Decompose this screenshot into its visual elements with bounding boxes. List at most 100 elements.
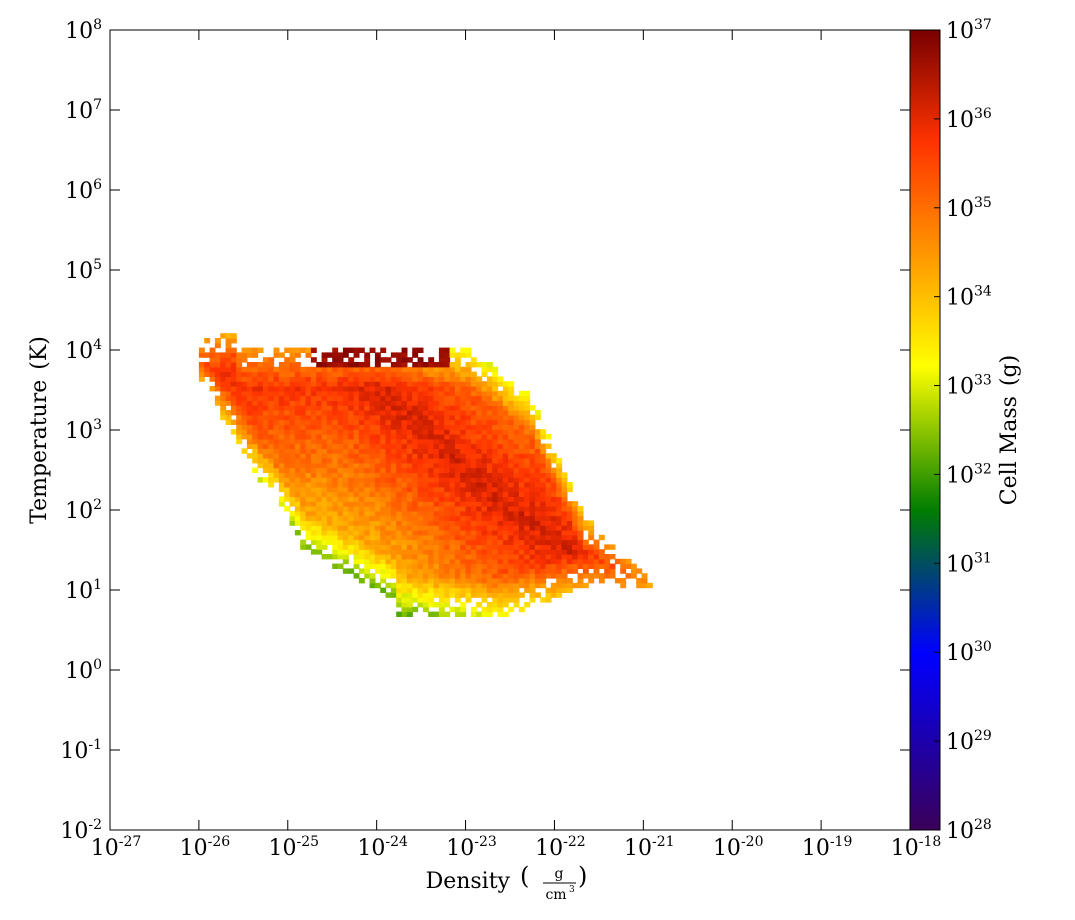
- heatmap-cell: [236, 366, 243, 373]
- heatmap-cell: [268, 400, 275, 406]
- heatmap-cell: [444, 544, 451, 550]
- heatmap-cell: [337, 357, 344, 363]
- heatmap-cell: [497, 592, 504, 598]
- heatmap-cell: [337, 352, 344, 358]
- heatmap-cell: [348, 510, 355, 517]
- heatmap-cell: [241, 357, 248, 363]
- heatmap-cell: [476, 472, 483, 478]
- heatmap-cell: [305, 462, 312, 469]
- heatmap-cell: [342, 434, 349, 440]
- heatmap-cell: [262, 448, 269, 454]
- heatmap-cell: [316, 381, 323, 387]
- heatmap-cell: [518, 539, 525, 545]
- heatmap-cell: [422, 400, 429, 406]
- heatmap-cell: [273, 434, 280, 440]
- heatmap-cell: [454, 568, 461, 574]
- heatmap-cell: [481, 448, 488, 454]
- heatmap-cell: [369, 501, 376, 507]
- heatmap-cell: [449, 472, 456, 478]
- heatmap-cell: [369, 429, 376, 435]
- heatmap-cell: [620, 568, 627, 574]
- heatmap-cell: [492, 443, 499, 449]
- heatmap-cell: [422, 573, 429, 579]
- heatmap-cell: [438, 400, 445, 406]
- heatmap-cell: [486, 544, 493, 550]
- heatmap-cell: [252, 390, 259, 397]
- heatmap-cell: [486, 381, 493, 387]
- heatmap-cell: [422, 582, 429, 589]
- heatmap-cell: [513, 534, 520, 541]
- heatmap-cell: [364, 405, 371, 411]
- heatmap-cell: [460, 606, 467, 613]
- heatmap-cell: [316, 458, 323, 464]
- heatmap-cell: [460, 525, 467, 531]
- heatmap-cell: [374, 434, 381, 440]
- heatmap-cell: [390, 482, 397, 488]
- heatmap-cell: [449, 539, 456, 545]
- heatmap-cell: [198, 371, 205, 377]
- heatmap-cell: [396, 429, 403, 435]
- heatmap-cell: [561, 525, 568, 531]
- heatmap-cell: [561, 568, 568, 574]
- heatmap-cell: [492, 429, 499, 435]
- heatmap-cell: [412, 491, 419, 497]
- heatmap-cell: [444, 386, 451, 392]
- heatmap-cell: [540, 506, 547, 512]
- heatmap-cell: [273, 462, 280, 469]
- heatmap-cell: [342, 362, 349, 368]
- heatmap-cell: [358, 462, 365, 469]
- heatmap-cell: [412, 347, 419, 353]
- heatmap-cell: [508, 544, 515, 550]
- heatmap-cell: [502, 482, 509, 488]
- heatmap-cell: [625, 563, 632, 569]
- heatmap-cell: [289, 462, 296, 469]
- heatmap-cell: [540, 486, 547, 493]
- heatmap-cell: [396, 587, 403, 593]
- heatmap-cell: [444, 602, 451, 608]
- heatmap-cell: [492, 568, 499, 574]
- heatmap-cell: [316, 386, 323, 392]
- heatmap-cell: [262, 429, 269, 435]
- heatmap-cell: [508, 520, 515, 526]
- heatmap-cell: [358, 381, 365, 387]
- heatmap-cell: [401, 429, 408, 435]
- heatmap-cell: [310, 530, 317, 536]
- heatmap-cell: [502, 506, 509, 512]
- heatmap-cell: [422, 429, 429, 435]
- heatmap-cell: [337, 438, 344, 445]
- heatmap-cell: [252, 352, 259, 358]
- heatmap-cell: [417, 578, 424, 584]
- heatmap-cell: [524, 395, 531, 401]
- heatmap-cell: [492, 371, 499, 377]
- heatmap-cell: [337, 400, 344, 406]
- heatmap-cell: [508, 597, 515, 603]
- heatmap-cell: [209, 352, 216, 358]
- heatmap-cell: [278, 429, 285, 435]
- heatmap-cell: [316, 390, 323, 397]
- heatmap-cell: [305, 386, 312, 392]
- heatmap-cell: [246, 414, 253, 421]
- heatmap-cell: [529, 534, 536, 541]
- heatmap-cell: [385, 467, 392, 473]
- heatmap-cell: [337, 405, 344, 411]
- heatmap-cell: [364, 410, 371, 416]
- heatmap-cell: [417, 563, 424, 569]
- heatmap-cell: [380, 491, 387, 497]
- heatmap-cell: [470, 381, 477, 387]
- heatmap-cell: [513, 558, 520, 565]
- heatmap-cell: [497, 597, 504, 603]
- heatmap-cell: [406, 443, 413, 449]
- heatmap-cell: [305, 410, 312, 416]
- heatmap-cell: [406, 410, 413, 416]
- heatmap-cell: [449, 424, 456, 430]
- heatmap-cell: [444, 520, 451, 526]
- heatmap-cell: [486, 602, 493, 608]
- heatmap-cell: [369, 419, 376, 425]
- heatmap-cell: [364, 506, 371, 512]
- heatmap-cell: [460, 347, 467, 353]
- heatmap-cell: [492, 381, 499, 387]
- heatmap-cell: [444, 592, 451, 598]
- heatmap-cell: [252, 434, 259, 440]
- heatmap-cell: [390, 395, 397, 401]
- heatmap-cell: [364, 477, 371, 483]
